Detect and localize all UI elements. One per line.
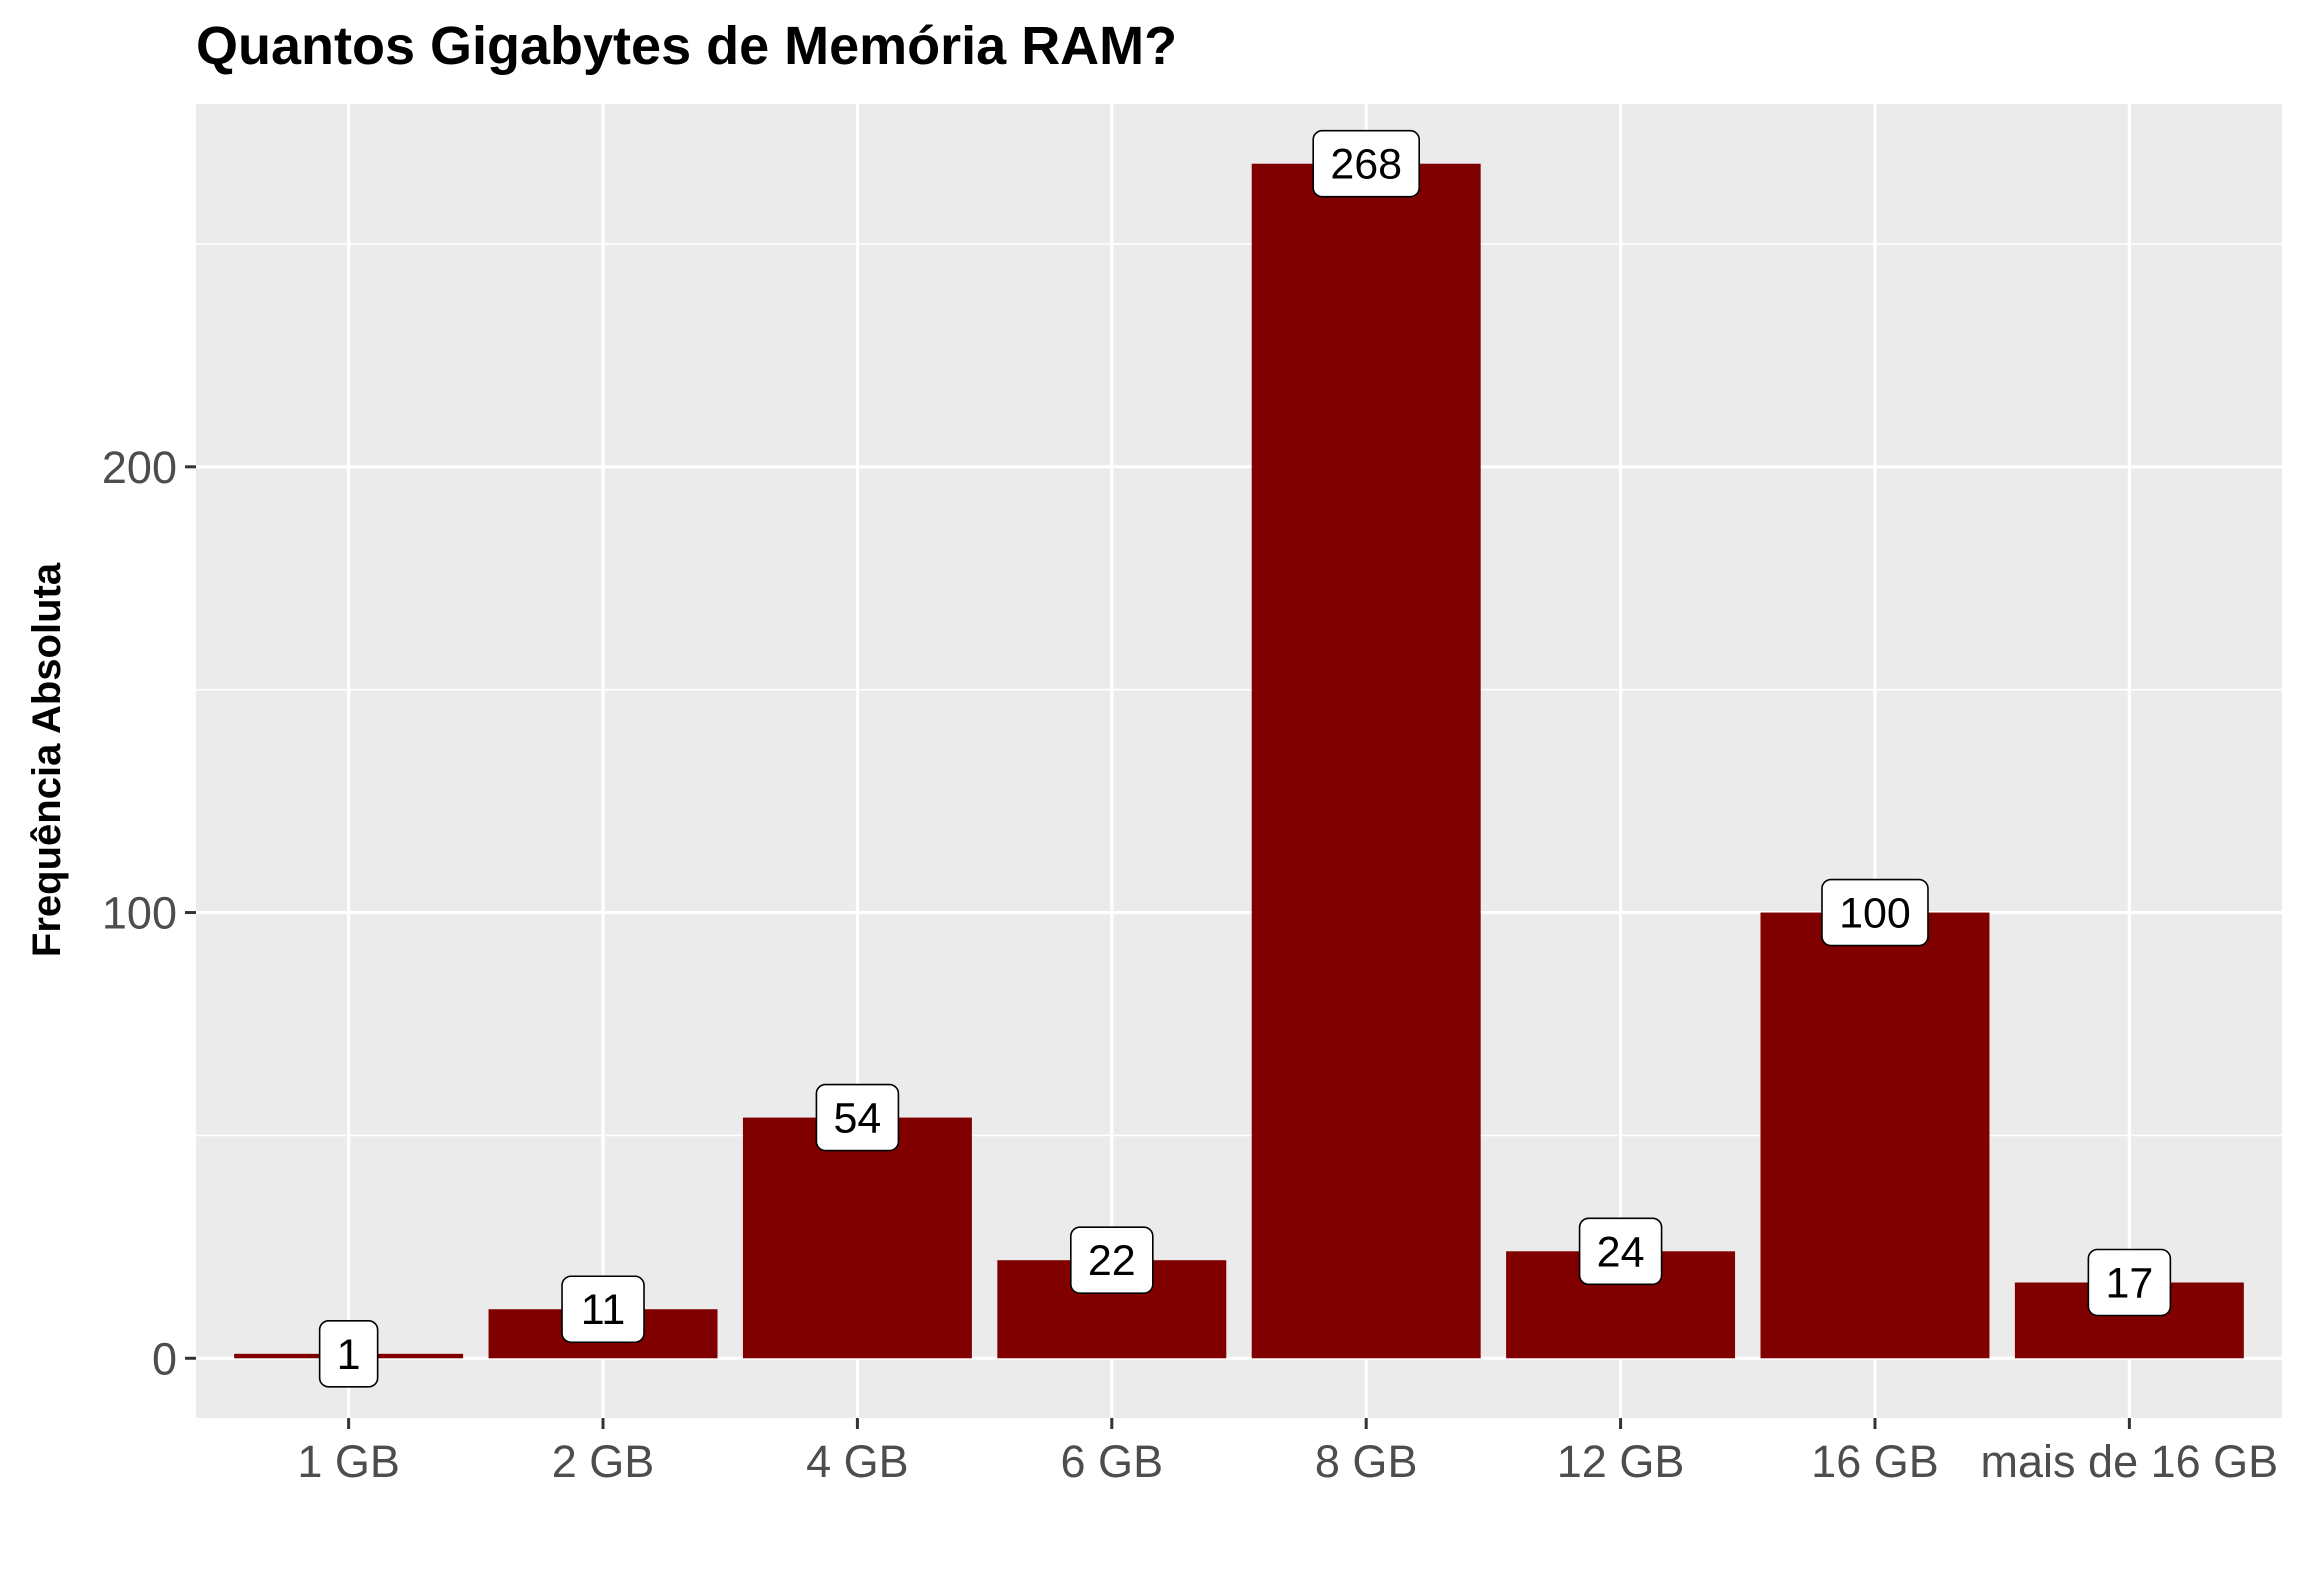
chart-title: Quantos Gigabytes de Memória RAM? — [196, 16, 1177, 76]
y-tick-label: 200 — [102, 442, 177, 493]
data-label-box — [1312, 129, 1420, 198]
data-label: 17 — [2087, 1248, 2172, 1317]
data-label-text: 268 — [1330, 141, 1402, 189]
x-tick-label: 2 GB — [552, 1436, 655, 1487]
data-label-text: 100 — [1839, 890, 1911, 938]
data-label-text: 11 — [581, 1286, 626, 1334]
y-tick-label: 100 — [102, 888, 177, 939]
data-label-box — [318, 1320, 379, 1388]
bar — [1760, 912, 1990, 1359]
data-label-box — [1578, 1217, 1663, 1286]
x-tick-label: 6 GB — [1061, 1436, 1164, 1487]
x-tick-label: 8 GB — [1315, 1436, 1418, 1487]
bar — [742, 1117, 972, 1359]
data-label: 100 — [1821, 878, 1929, 947]
x-tick-label: mais de 16 GB — [1981, 1436, 2279, 1487]
data-label-text: 1 — [337, 1331, 361, 1379]
data-label-text: 54 — [833, 1095, 881, 1143]
axes: 0 100 200 1 GB 2 GB 4 GB 6 GB 8 GB 12 GB 16 GB mai… — [102, 442, 2278, 1487]
data-label-box — [1821, 878, 1929, 947]
x-tick-label: 16 GB — [1811, 1436, 1939, 1487]
data-label: 11 — [561, 1275, 645, 1344]
x-tick-label: 12 GB — [1557, 1436, 1685, 1487]
data-label-text: 24 — [1597, 1228, 1645, 1276]
data-label-box — [2087, 1248, 2172, 1317]
data-label: 22 — [1070, 1226, 1154, 1295]
data-label-box — [815, 1083, 900, 1152]
y-tick-label: 0 — [152, 1333, 177, 1384]
data-label: 54 — [815, 1083, 900, 1152]
data-label: 24 — [1578, 1217, 1663, 1286]
data-label-box — [1070, 1226, 1154, 1295]
data-label-box — [561, 1275, 645, 1344]
bar — [1251, 163, 1481, 1359]
data-label: 1 — [318, 1320, 379, 1388]
data-label-text: 17 — [2105, 1259, 2153, 1307]
data-label: 268 — [1312, 129, 1420, 198]
x-tick-label: 1 GB — [297, 1436, 400, 1487]
x-tick-label: 4 GB — [806, 1436, 909, 1487]
data-label-text: 22 — [1088, 1237, 1136, 1285]
y-axis-label: Frequência Absoluta — [25, 562, 69, 957]
